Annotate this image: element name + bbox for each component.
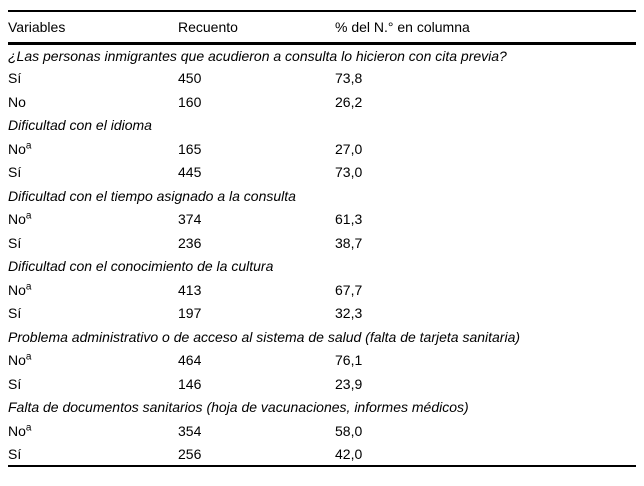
group-label: Falta de documentos sanitarios (hoja de … bbox=[8, 399, 469, 416]
footnote-marker: a bbox=[25, 422, 32, 434]
pct-cell: 42,0 bbox=[335, 445, 363, 462]
table-row: Noa 354 58,0 bbox=[8, 419, 636, 443]
row-label-cell: Noa bbox=[8, 278, 178, 302]
count-cell: 146 bbox=[178, 375, 202, 392]
row-label: Sí bbox=[8, 445, 22, 462]
pct-cell: 61,3 bbox=[335, 211, 363, 228]
group-label: Dificultad con el idioma bbox=[8, 117, 152, 134]
row-label-cell: Sí bbox=[8, 302, 178, 326]
table-row: Noa 413 67,7 bbox=[8, 278, 636, 302]
table-row: Sí 197 32,3 bbox=[8, 302, 636, 326]
count-cell: 464 bbox=[178, 352, 202, 369]
row-label: Sí bbox=[8, 375, 22, 392]
row-label-cell: Noa bbox=[8, 208, 178, 232]
row-label-cell: No bbox=[8, 90, 178, 114]
row-label: Sí bbox=[8, 234, 22, 251]
table-row: Noa 165 27,0 bbox=[8, 137, 636, 161]
group-header-row: ¿Las personas inmigrantes que acudieron … bbox=[8, 43, 636, 67]
table-row: Noa 464 76,1 bbox=[8, 349, 636, 373]
table-row: Sí 256 42,0 bbox=[8, 443, 636, 467]
column-header-count: Recuento bbox=[178, 18, 238, 35]
footnote-marker: a bbox=[25, 281, 32, 293]
row-label-cell: Sí bbox=[8, 161, 178, 185]
row-label: Sí bbox=[8, 70, 22, 87]
statistics-table: Variables Recuento % del N.° en columna … bbox=[8, 10, 636, 467]
count-cell: 256 bbox=[178, 445, 202, 462]
column-header-pct: % del N.° en columna bbox=[335, 18, 470, 35]
table-row: Sí 236 38,7 bbox=[8, 231, 636, 255]
pct-cell: 38,7 bbox=[335, 234, 363, 251]
footnote-marker: a bbox=[25, 140, 32, 152]
count-cell: 413 bbox=[178, 281, 202, 298]
pct-cell: 26,2 bbox=[335, 93, 363, 110]
count-cell: 160 bbox=[178, 93, 202, 110]
count-cell: 197 bbox=[178, 305, 202, 322]
pct-cell: 73,8 bbox=[335, 70, 363, 87]
pct-cell: 23,9 bbox=[335, 375, 363, 392]
pct-cell: 27,0 bbox=[335, 140, 363, 157]
pct-cell: 76,1 bbox=[335, 352, 363, 369]
group-label: Problema administrativo o de acceso al s… bbox=[8, 328, 521, 345]
row-label-cell: Sí bbox=[8, 231, 178, 255]
count-cell: 450 bbox=[178, 70, 202, 87]
group-header-row: Problema administrativo o de acceso al s… bbox=[8, 325, 636, 349]
row-label-cell: Sí bbox=[8, 372, 178, 396]
pct-cell: 32,3 bbox=[335, 305, 363, 322]
group-header-row: Dificultad con el conocimiento de la cul… bbox=[8, 255, 636, 279]
row-label: No bbox=[8, 211, 26, 228]
statistics-table-container: Variables Recuento % del N.° en columna … bbox=[8, 10, 636, 467]
footnote-marker: a bbox=[25, 210, 32, 222]
row-label: No bbox=[8, 422, 26, 439]
table-row: Sí 450 73,8 bbox=[8, 67, 636, 91]
row-label-cell: Noa bbox=[8, 137, 178, 161]
footnote-marker: a bbox=[25, 351, 32, 363]
row-label: No bbox=[8, 93, 26, 110]
row-label-cell: Sí bbox=[8, 443, 178, 467]
row-label: No bbox=[8, 352, 26, 369]
count-cell: 165 bbox=[178, 140, 202, 157]
pct-cell: 67,7 bbox=[335, 281, 363, 298]
row-label-cell: Noa bbox=[8, 349, 178, 373]
pct-cell: 73,0 bbox=[335, 164, 363, 181]
row-label-cell: Sí bbox=[8, 67, 178, 91]
table-row: Sí 445 73,0 bbox=[8, 161, 636, 185]
table-row: Noa 374 61,3 bbox=[8, 208, 636, 232]
row-label: Sí bbox=[8, 164, 22, 181]
column-header-variables: Variables bbox=[8, 18, 66, 35]
row-label: Sí bbox=[8, 305, 22, 322]
group-label: Dificultad con el tiempo asignado a la c… bbox=[8, 187, 296, 204]
row-label: No bbox=[8, 140, 26, 157]
group-header-row: Falta de documentos sanitarios (hoja de … bbox=[8, 396, 636, 420]
count-cell: 374 bbox=[178, 211, 202, 228]
pct-cell: 58,0 bbox=[335, 422, 363, 439]
group-label: Dificultad con el conocimiento de la cul… bbox=[8, 258, 274, 275]
table-row: No 160 26,2 bbox=[8, 90, 636, 114]
table-header-row: Variables Recuento % del N.° en columna bbox=[8, 11, 636, 43]
row-label: No bbox=[8, 281, 26, 298]
row-label-cell: Noa bbox=[8, 419, 178, 443]
table-row: Sí 146 23,9 bbox=[8, 372, 636, 396]
group-header-row: Dificultad con el tiempo asignado a la c… bbox=[8, 184, 636, 208]
group-header-row: Dificultad con el idioma bbox=[8, 114, 636, 138]
count-cell: 354 bbox=[178, 422, 202, 439]
group-label: ¿Las personas inmigrantes que acudieron … bbox=[8, 47, 507, 64]
count-cell: 236 bbox=[178, 234, 202, 251]
count-cell: 445 bbox=[178, 164, 202, 181]
